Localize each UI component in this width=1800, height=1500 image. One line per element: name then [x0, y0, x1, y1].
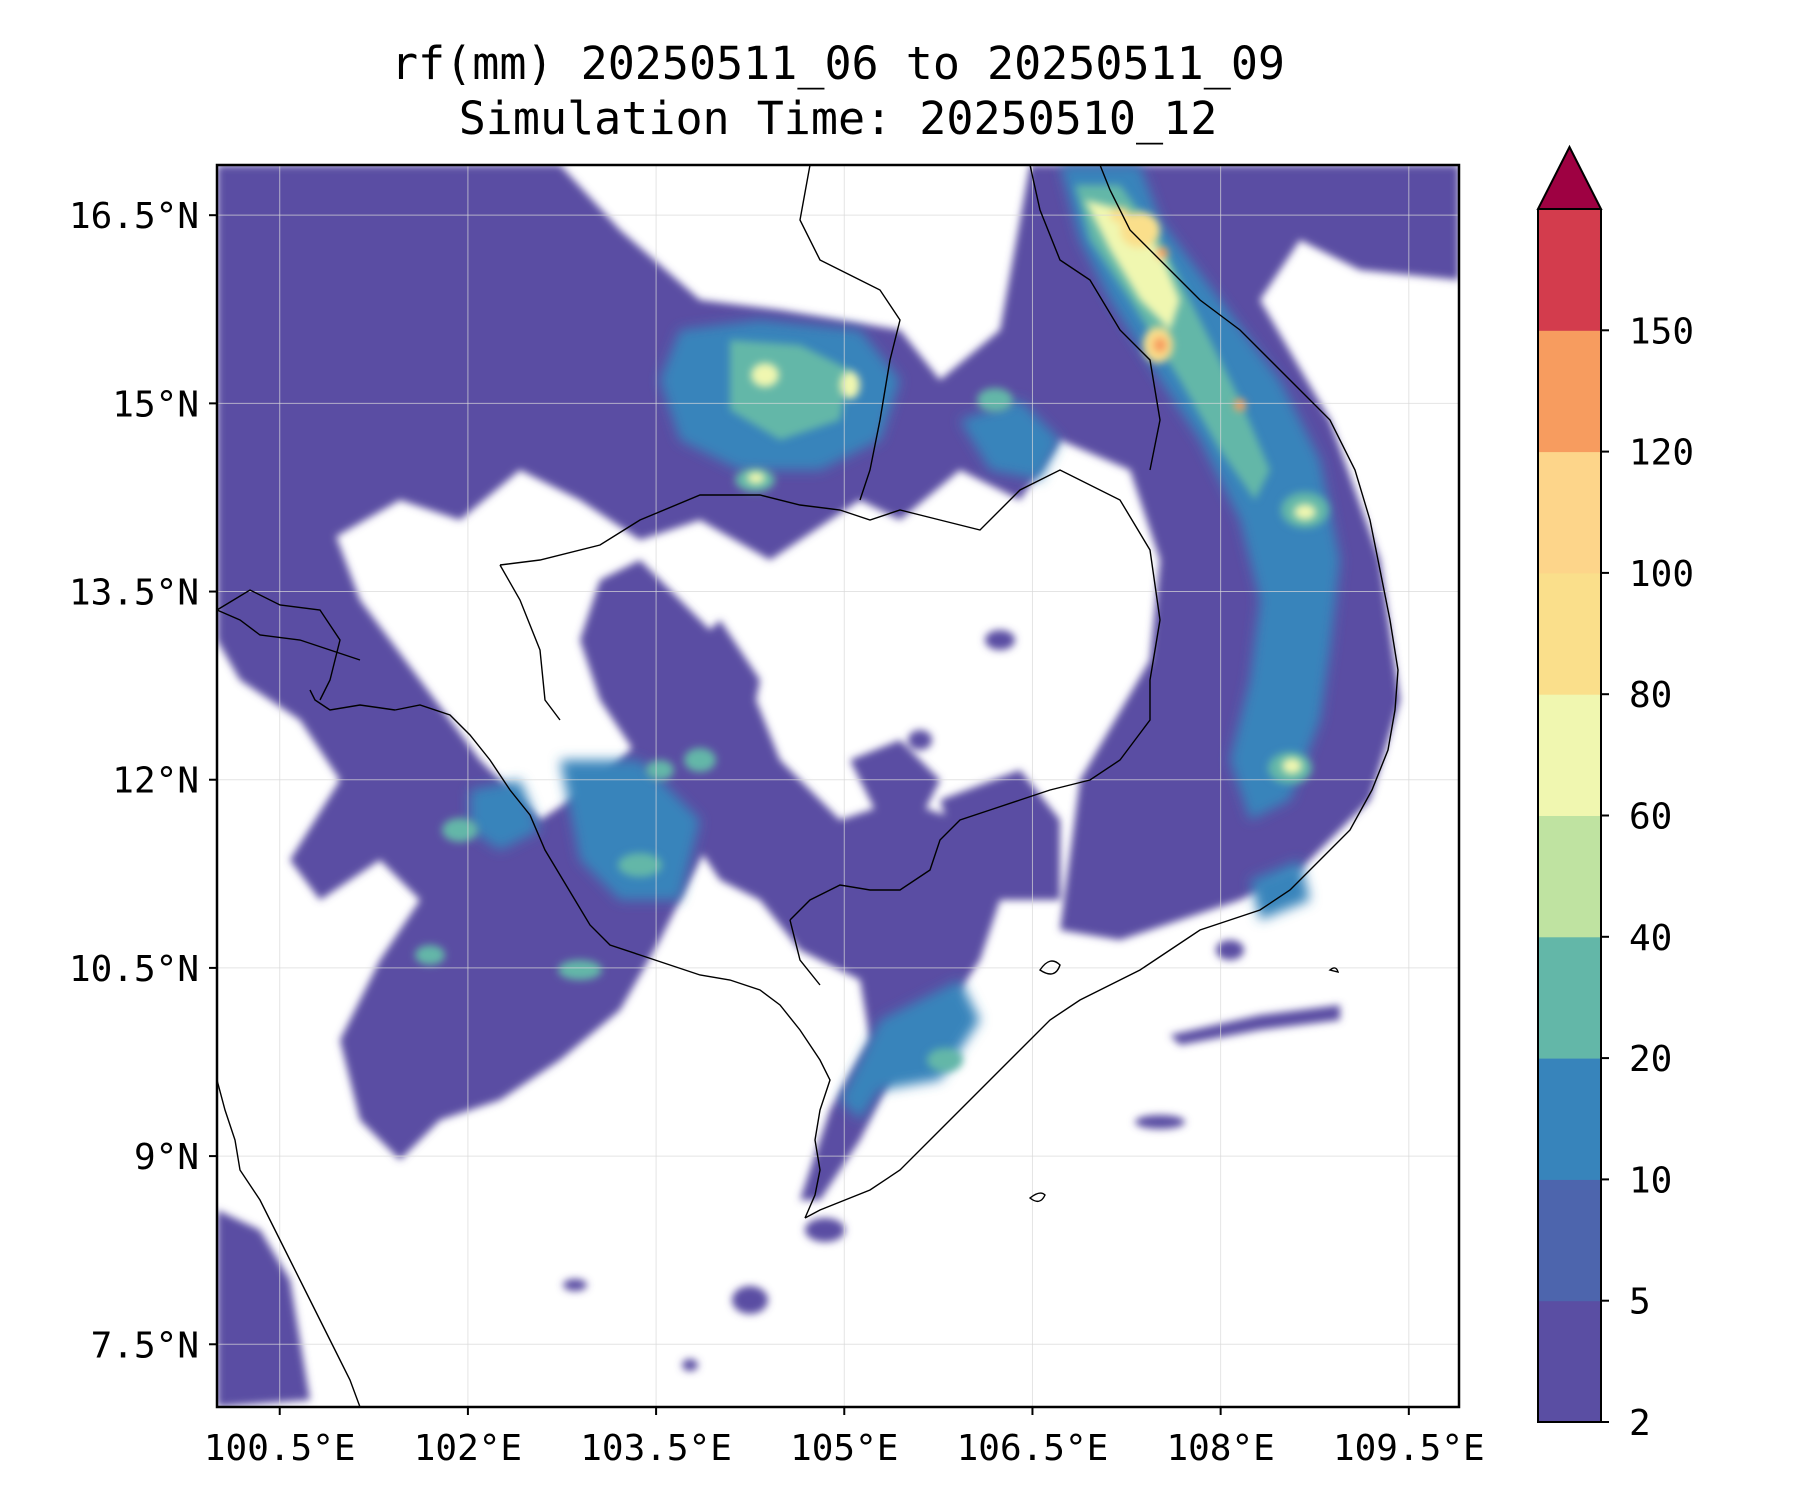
y-tick-label: 15°N — [112, 384, 199, 425]
colorbar-tick-label: 5 — [1629, 1282, 1651, 1323]
y-axis: 16.5°N 15°N 13.5°N 12°N 10.5°N 9°N 7.5°N — [69, 196, 217, 1366]
colorbar-segment — [1538, 209, 1601, 331]
x-tick-label: 103.5°E — [580, 1428, 732, 1469]
colorbar-segment — [1538, 694, 1601, 816]
y-tick-label: 9°N — [134, 1137, 199, 1178]
y-tick-label: 7.5°N — [91, 1325, 199, 1366]
colorbar-tick-label: 150 — [1629, 311, 1694, 352]
colorbar-segment — [1538, 451, 1601, 574]
x-tick-label: 108°E — [1166, 1428, 1274, 1469]
colorbar-segment — [1538, 936, 1601, 1059]
coastlines-borders — [217, 165, 1399, 1407]
x-tick-label: 105°E — [790, 1428, 898, 1469]
colorbar-segment — [1538, 1300, 1601, 1423]
colorbar: 2 5 10 20 40 60 80 100 120 150 — [1536, 144, 1694, 1444]
colorbar-segment — [1538, 1179, 1601, 1302]
colorbar-segment — [1538, 572, 1601, 695]
x-tick-label: 109.5°E — [1333, 1428, 1485, 1469]
colorbar-tick-label: 100 — [1629, 554, 1694, 595]
colorbar-tick-label: 40 — [1629, 918, 1672, 959]
colorbar-extend-arrow — [1536, 144, 1603, 210]
colorbar-tick-label: 60 — [1629, 797, 1672, 838]
x-tick-label: 102°E — [414, 1428, 522, 1469]
map-panel — [217, 165, 1459, 1407]
map-title-line2: Simulation Time: 20250510_12 — [459, 92, 1218, 145]
colorbar-segment — [1538, 1058, 1601, 1180]
x-tick-label: 106.5°E — [957, 1428, 1109, 1469]
y-tick-label: 10.5°N — [69, 949, 199, 990]
x-axis: 100.5°E 102°E 103.5°E 105°E 106.5°E 108°E 109.… — [204, 1407, 1485, 1469]
colorbar-tick-label: 20 — [1629, 1039, 1672, 1080]
colorbar-segment — [1538, 330, 1601, 453]
rain-field-60-150mm — [747, 200, 1316, 774]
colorbar-segment — [1538, 815, 1601, 938]
map-gridlines — [217, 165, 1459, 1407]
map-title-line1: rf(mm) 20250511_06 to 20250511_09 — [391, 37, 1285, 90]
colorbar-tick-label: 120 — [1629, 433, 1694, 474]
y-tick-label: 12°N — [112, 761, 199, 802]
y-tick-label: 16.5°N — [69, 196, 199, 237]
colorbar-tick-label: 80 — [1629, 675, 1672, 716]
x-tick-label: 100.5°E — [204, 1428, 356, 1469]
colorbar-tick-label: 2 — [1629, 1403, 1651, 1444]
y-tick-label: 13.5°N — [69, 573, 199, 614]
colorbar-tick-label: 10 — [1629, 1160, 1672, 1201]
map-frame — [215, 163, 1461, 1409]
